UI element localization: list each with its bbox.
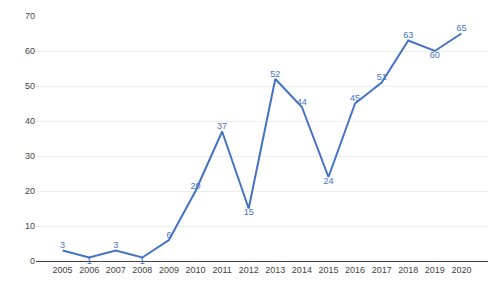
svg-text:10: 10 [25,221,35,231]
svg-text:65: 65 [456,23,466,33]
svg-text:1: 1 [140,256,145,266]
svg-text:52: 52 [270,69,280,79]
svg-text:51: 51 [377,72,387,82]
svg-text:2016: 2016 [345,265,365,275]
svg-text:2007: 2007 [106,265,126,275]
svg-text:2014: 2014 [292,265,312,275]
svg-text:2018: 2018 [398,265,418,275]
svg-text:3: 3 [113,240,118,250]
svg-text:2011: 2011 [212,265,231,275]
svg-text:6: 6 [166,230,171,240]
svg-text:2015: 2015 [318,265,338,275]
svg-text:63: 63 [403,30,413,40]
svg-text:45: 45 [350,93,360,103]
svg-text:0: 0 [30,256,35,266]
svg-text:2010: 2010 [186,265,206,275]
svg-text:20: 20 [25,186,35,196]
svg-text:50: 50 [25,81,35,91]
svg-text:2012: 2012 [239,265,259,275]
svg-text:1: 1 [87,256,92,266]
svg-text:2006: 2006 [79,265,99,275]
svg-text:2005: 2005 [53,265,73,275]
svg-text:2019: 2019 [425,265,445,275]
svg-text:15: 15 [244,207,254,217]
svg-text:70: 70 [25,11,35,21]
svg-text:40: 40 [25,116,35,126]
svg-text:60: 60 [25,46,35,56]
svg-text:20: 20 [191,181,201,191]
svg-text:37: 37 [217,121,227,131]
svg-text:3: 3 [60,240,65,250]
svg-text:2013: 2013 [265,265,285,275]
svg-text:2008: 2008 [132,265,152,275]
svg-text:2017: 2017 [372,265,392,275]
svg-text:24: 24 [323,176,333,186]
svg-text:60: 60 [430,50,440,60]
svg-text:30: 30 [25,151,35,161]
svg-text:44: 44 [297,97,307,107]
svg-text:2009: 2009 [159,265,179,275]
svg-text:2020: 2020 [451,265,471,275]
